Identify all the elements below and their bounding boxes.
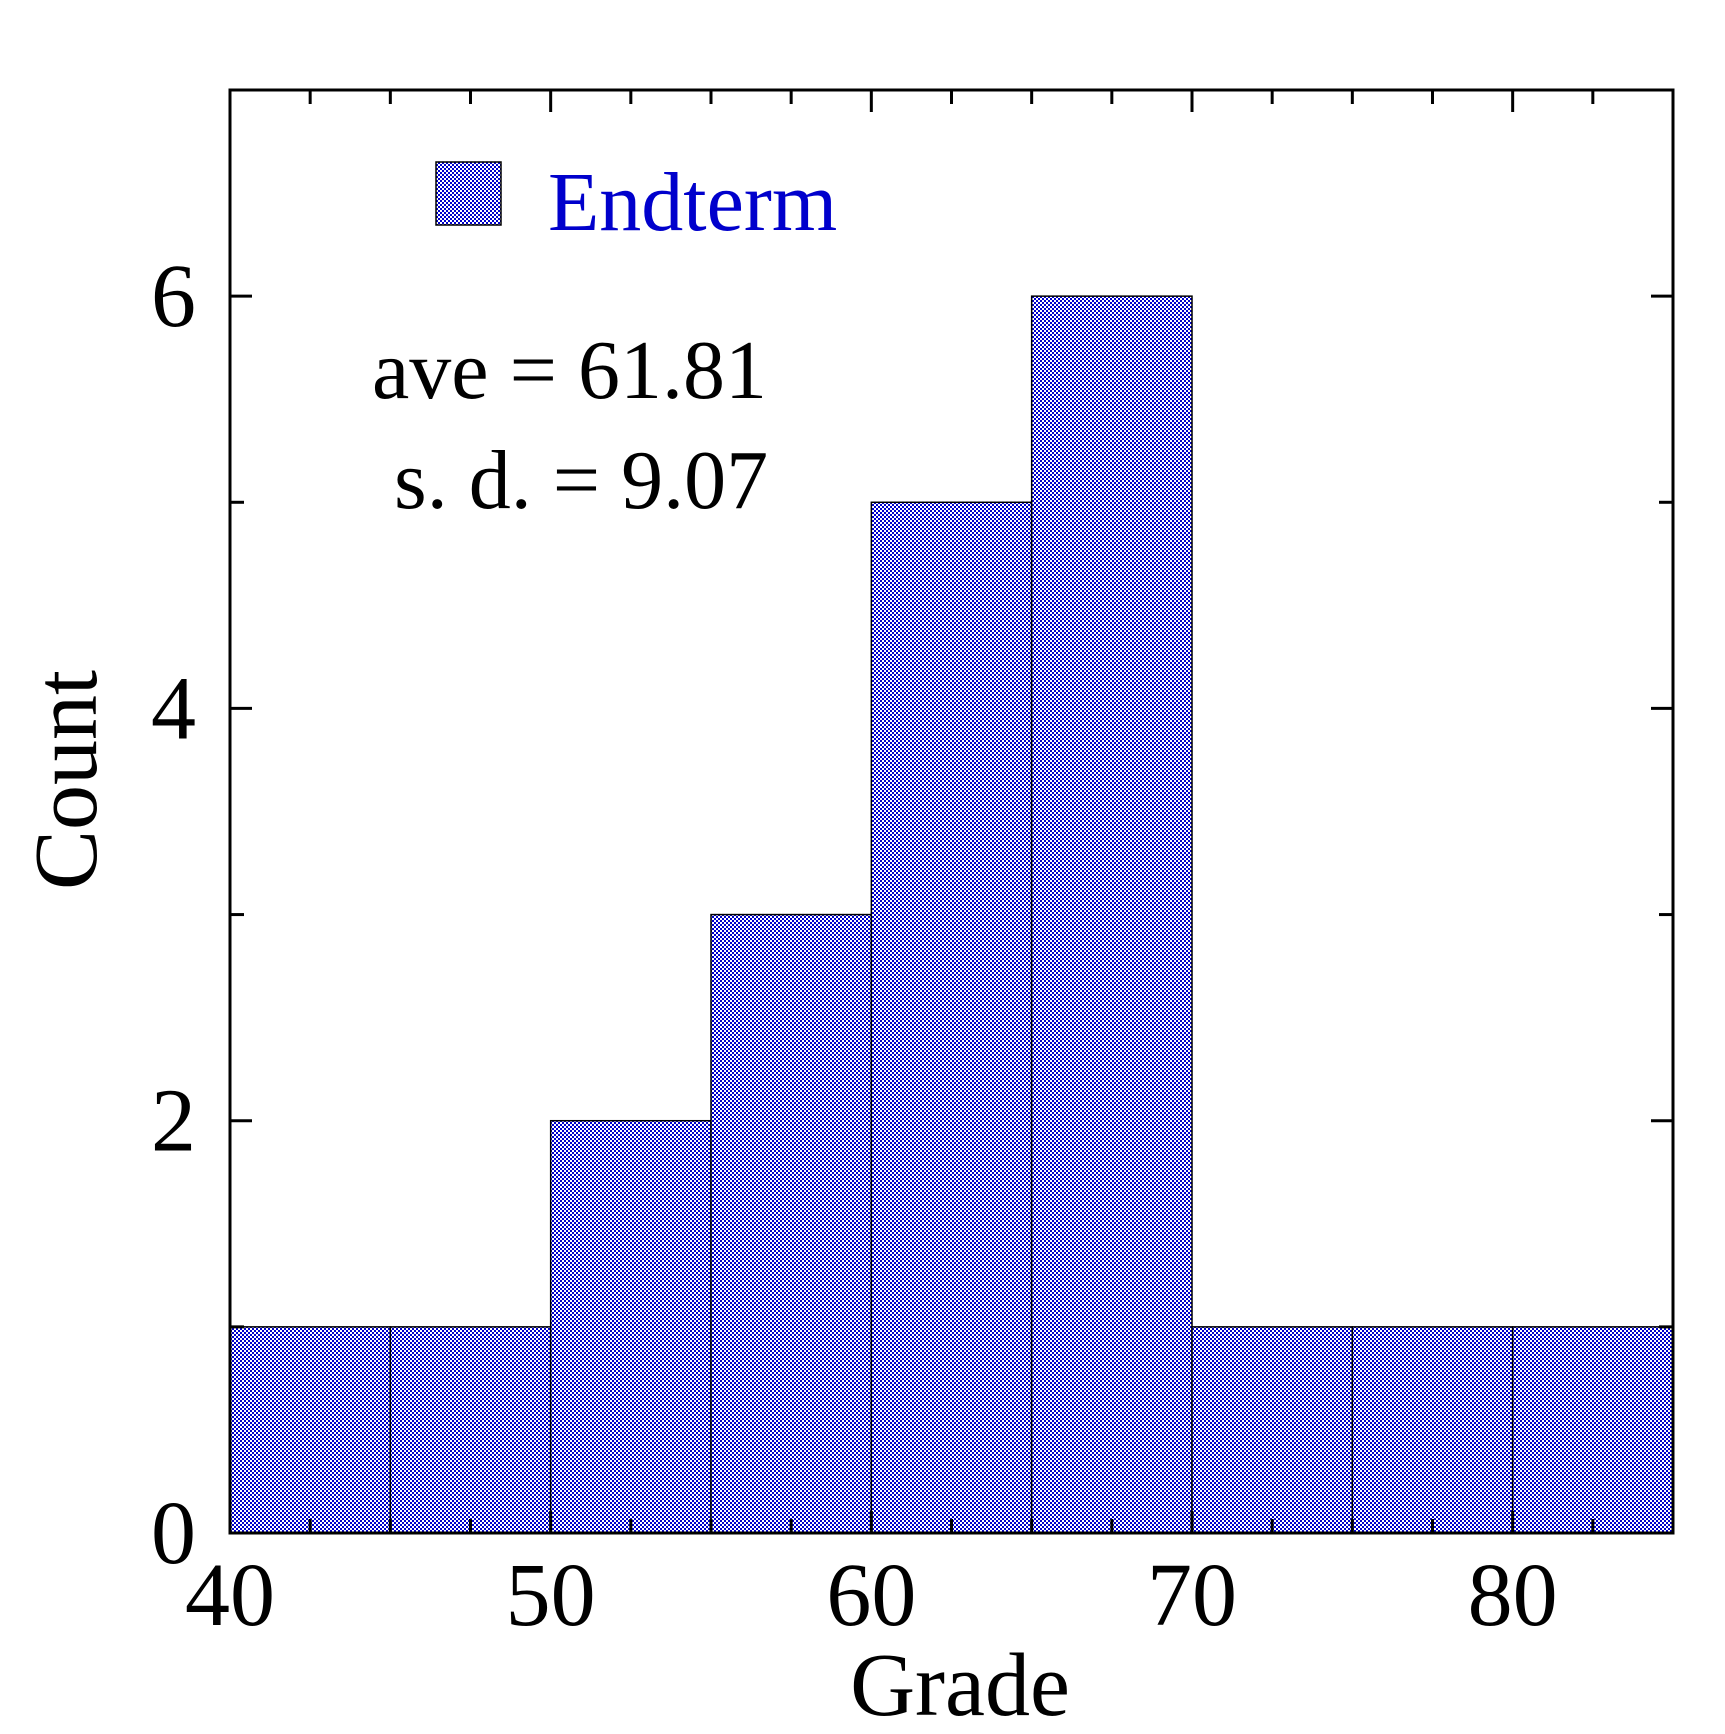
x-tick-label: 70	[1147, 1546, 1237, 1645]
x-tick-label: 60	[826, 1546, 916, 1645]
x-tick-label: 80	[1468, 1546, 1558, 1645]
y-tick-label: 6	[151, 247, 196, 346]
y-axis-label: Count	[17, 670, 116, 890]
histogram-bar	[1191, 1326, 1354, 1534]
y-tick-label: 4	[151, 659, 196, 758]
legend-swatch-endterm	[435, 161, 502, 226]
y-tick-label: 2	[151, 1072, 196, 1171]
tick-labels: 40 50 60 70 80 0 2 4 6	[151, 247, 1558, 1645]
histogram-bar	[870, 501, 1033, 1534]
x-tick-label: 40	[185, 1546, 275, 1645]
x-tick-label: 50	[506, 1546, 596, 1645]
annotation-std-dev: s. d. = 9.07	[394, 434, 768, 527]
histogram-bar	[1511, 1326, 1674, 1534]
histogram-bar	[710, 913, 873, 1534]
histogram-bar	[389, 1326, 552, 1534]
x-axis-label: Grade	[850, 1636, 1070, 1729]
histogram-bars	[229, 295, 1674, 1534]
histogram-bar	[1351, 1326, 1514, 1534]
histogram-bar	[229, 1326, 392, 1534]
y-tick-label: 0	[151, 1484, 196, 1583]
legend-label-endterm: Endterm	[548, 156, 837, 249]
histogram-bar	[1030, 295, 1193, 1534]
axis-ticks	[228, 88, 1675, 1535]
annotation-average: ave = 61.81	[372, 324, 767, 417]
histogram-bar	[549, 1119, 712, 1534]
